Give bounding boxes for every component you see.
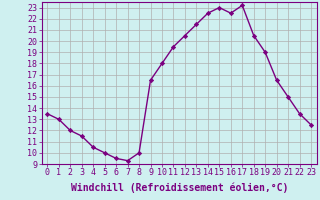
X-axis label: Windchill (Refroidissement éolien,°C): Windchill (Refroidissement éolien,°C) — [70, 183, 288, 193]
